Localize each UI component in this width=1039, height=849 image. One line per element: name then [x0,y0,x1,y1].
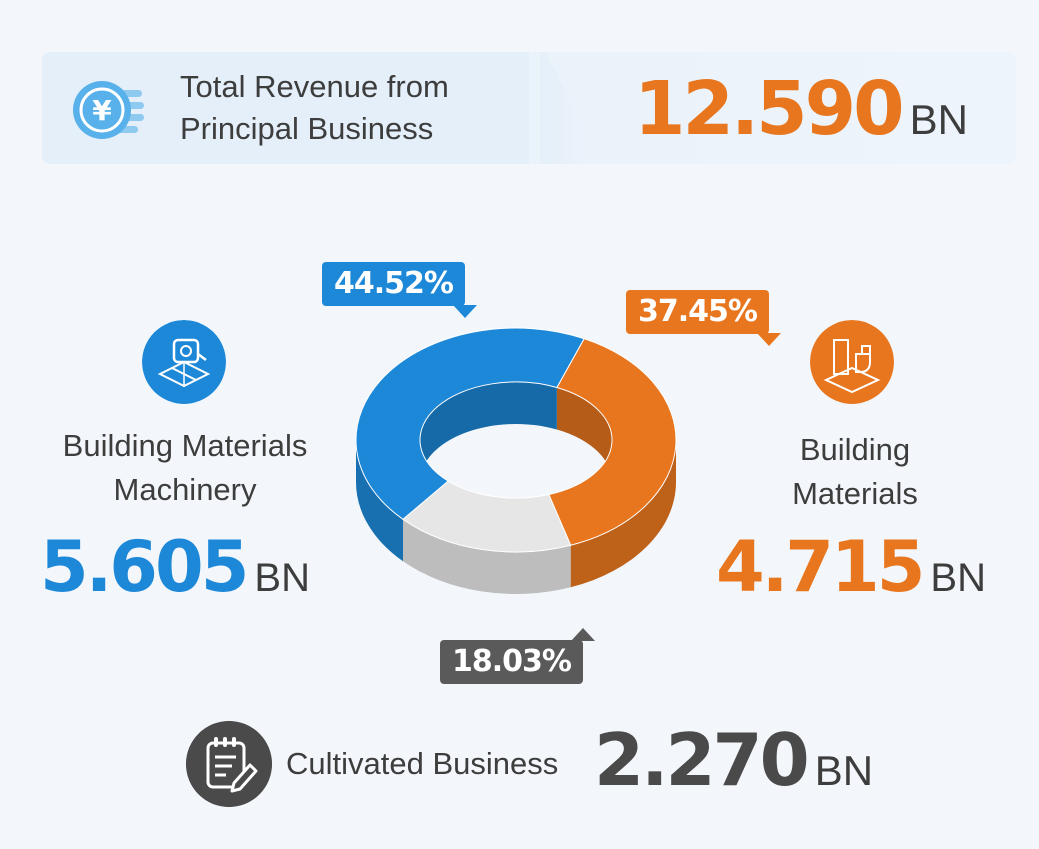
cultivated-label: Cultivated Business [286,746,559,781]
machinery-value: 5.605 BN [40,526,310,608]
cultivated-unit: BN [814,747,874,794]
banner-title-line2: Principal Business [180,111,434,146]
total-revenue-value: 12.590 BN [634,66,968,152]
machinery-inner-wall [420,381,557,482]
cultivated-number: 2.270 [594,718,810,802]
cultivated-value: 2.270 BN [594,718,873,802]
materials-inner-wall [556,387,612,482]
total-revenue-unit: BN [909,96,968,143]
banner-title: Total Revenue from Principal Business [180,66,520,150]
notepad-pencil-icon [186,721,272,807]
materials-value: 4.715 BN [716,526,986,608]
total-revenue-number: 12.590 [634,66,905,152]
materials-label: Building Materials [760,428,950,516]
materials-number: 4.715 [716,526,925,608]
machinery-unit: BN [254,556,310,600]
cultivated-percent-callout: 18.03% [440,628,595,684]
materials-percent-callout: 37.45% [626,290,781,346]
machinery-number: 5.605 [40,526,249,608]
tape-measure-floorplan-icon [142,320,226,404]
machinery-outer-wall [356,440,404,562]
total-revenue-banner: ¥ Total Revenue from Principal Business … [42,52,1016,164]
machinery-percent-callout: 44.52% [322,262,477,318]
machinery-label-line1: Building Materials [62,428,308,463]
banner-title-line1: Total Revenue from [180,69,449,104]
machinery-slice [355,327,585,520]
machinery-label: Building Materials Machinery [44,424,326,512]
svg-text:¥: ¥ [92,94,112,127]
yen-coin-icon: ¥ [73,81,144,139]
materials-unit: BN [930,556,986,600]
bathroom-fixtures-icon [810,320,894,404]
materials-slice [548,338,677,546]
materials-outer-wall [570,440,676,588]
materials-label-line1: Building [799,432,911,467]
materials-label-line2: Materials [792,476,918,511]
cultivated-outer-wall [403,519,571,594]
machinery-label-line2: Machinery [113,472,257,507]
